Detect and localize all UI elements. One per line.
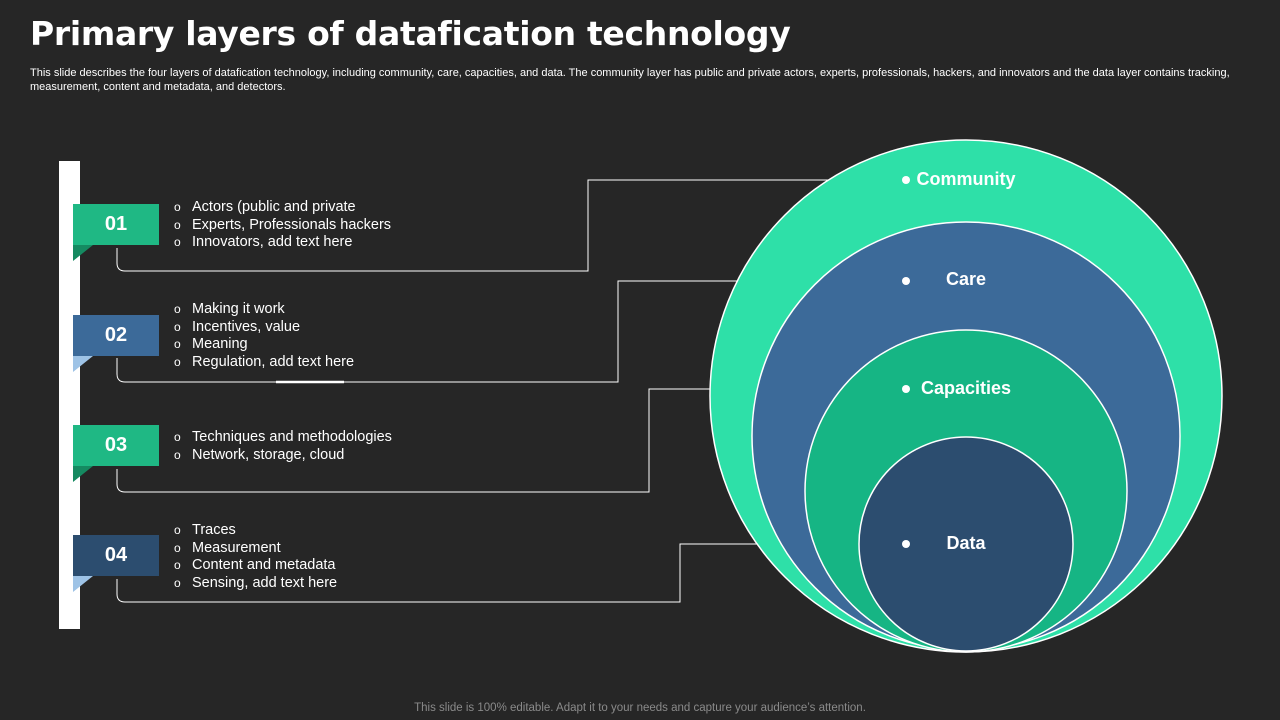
list-item: o Content and metadata	[174, 557, 336, 574]
list-item: o Regulation, add text here	[174, 353, 355, 370]
list-item: o Meaning	[174, 336, 248, 353]
layer-tab-03-fold	[73, 466, 93, 482]
list-item: o Traces	[174, 522, 236, 538]
layer-02-list: o Making it work o Incentives, value o Mean…	[174, 301, 354, 371]
bullet-icon: o	[174, 430, 181, 444]
list-item: o Techniques and methodologies	[174, 429, 392, 445]
layer-tab-04-fold	[73, 576, 93, 592]
connector-03	[116, 388, 906, 493]
list-item: o Sensing, add text here	[174, 574, 338, 591]
connector-04	[116, 543, 906, 603]
bullet-icon: o	[174, 235, 181, 250]
layer-01-list: o Actors (public and private o Experts, Pr…	[174, 199, 391, 252]
list-item: o Incentives, value	[174, 318, 301, 335]
layer-tab-01-fold	[73, 245, 93, 261]
bullet-icon: o	[174, 302, 181, 316]
capacities-dot	[902, 385, 910, 393]
data-dot	[902, 540, 910, 548]
layer-tab-02-fold	[73, 356, 93, 372]
list-item: o Measurement	[174, 539, 281, 556]
list-item: o Actors (public and private	[174, 199, 356, 215]
bullet-icon: o	[174, 558, 181, 573]
layer-03-list: o Techniques and methodologies o Network, …	[174, 429, 392, 464]
care-label: Care	[945, 269, 987, 289]
layer-tab-02: 02	[73, 315, 159, 356]
vertical-rail	[59, 161, 80, 629]
list-item: o Making it work	[174, 301, 285, 317]
layer-tab-03: 03	[73, 425, 159, 466]
slide-footer: This slide is 100% editable. Adapt it to…	[414, 702, 866, 714]
bullet-icon: o	[174, 337, 181, 352]
data-label: Data	[946, 533, 986, 553]
bullet-icon: o	[174, 217, 181, 232]
slide-title: Primary layers of datafication technolog…	[30, 14, 791, 53]
connector-01	[116, 179, 906, 272]
bullet-icon: o	[174, 523, 181, 537]
data-circle	[858, 436, 1074, 652]
capacities-label: Capacities	[920, 378, 1012, 398]
layer-tab-04: 04	[73, 535, 159, 576]
list-item: o Network, storage, cloud	[174, 446, 345, 463]
community-label: Community	[916, 169, 1016, 189]
list-item: o Innovators, add text here	[174, 234, 353, 251]
bullet-icon: o	[174, 447, 181, 462]
layer-tab-01: 01	[73, 204, 159, 245]
list-item: o Experts, Professionals hackers	[174, 216, 392, 233]
slide-subtitle: This slide describes the four layers of …	[30, 67, 1230, 93]
community-dot	[902, 176, 910, 184]
bullet-icon: o	[174, 575, 181, 590]
bullet-icon: o	[174, 319, 181, 334]
bullet-icon: o	[174, 354, 181, 369]
care-dot	[902, 277, 910, 285]
bullet-icon: o	[174, 200, 181, 214]
connector-02	[116, 280, 906, 383]
layer-04-list: o Traces o Measurement o Content and metada…	[174, 522, 337, 592]
bullet-icon: o	[174, 540, 181, 555]
